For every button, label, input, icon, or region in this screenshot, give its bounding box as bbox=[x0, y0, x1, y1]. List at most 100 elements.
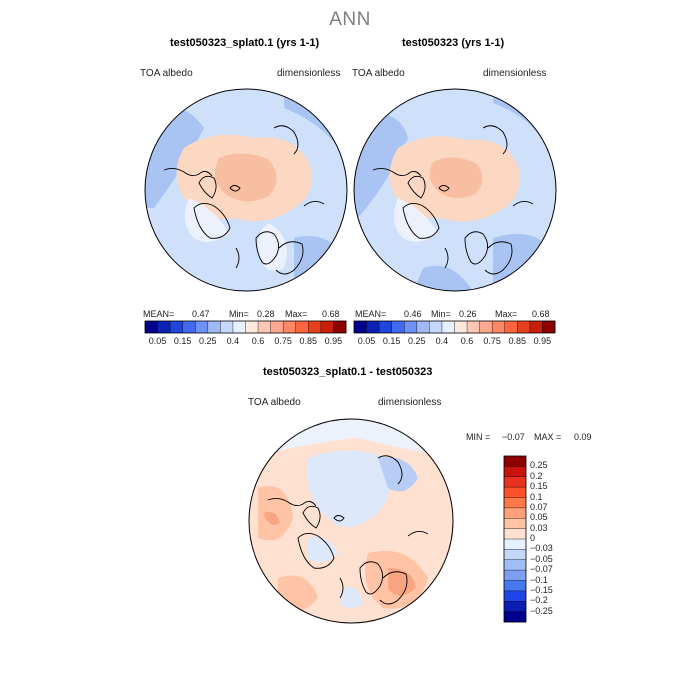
panel-2-title: test050323 (yrs 1-1) bbox=[402, 37, 505, 49]
panel-1-max-label: Max= bbox=[285, 309, 308, 319]
panel-2-units-label: dimensionless bbox=[483, 68, 547, 79]
polar-map-1 bbox=[144, 88, 348, 292]
colorbar-swatch bbox=[220, 321, 234, 333]
colorbar-tick-label: 0.75 bbox=[274, 336, 292, 346]
colorbar-tick-label: −0.07 bbox=[530, 564, 553, 575]
colorbar-swatch bbox=[504, 549, 526, 561]
colorbar-tick-label: 0.85 bbox=[508, 336, 527, 346]
colorbar-swatch bbox=[504, 580, 526, 592]
panel-1-max-value: 0.68 bbox=[322, 309, 340, 319]
colorbar-swatch bbox=[504, 518, 526, 529]
colorbar-swatch bbox=[170, 321, 183, 333]
colorbar-swatch bbox=[157, 321, 171, 333]
panel-2-max-value: 0.68 bbox=[532, 309, 550, 319]
colorbar-swatch bbox=[504, 570, 526, 581]
colorbar-swatch bbox=[479, 321, 493, 333]
colorbar-swatch bbox=[454, 321, 468, 333]
colorbar-tick-label: 0.25 bbox=[408, 336, 426, 346]
colorbar-tick-label: −0.25 bbox=[530, 605, 553, 616]
diff-panel-units-label: dimensionless bbox=[378, 397, 442, 408]
panel-1-variable-label: TOA albedo bbox=[140, 68, 193, 79]
colorbar-tick-label: −0.05 bbox=[530, 553, 553, 564]
colorbar-swatch bbox=[504, 539, 526, 550]
colorbar-swatch bbox=[504, 611, 526, 623]
colorbar-swatch bbox=[270, 321, 284, 333]
diff-max-value: 0.09 bbox=[574, 432, 592, 442]
colorbar-swatch bbox=[416, 321, 430, 333]
colorbar-tick-label: 0.05 bbox=[530, 512, 548, 523]
panel-2-min-value: 0.26 bbox=[459, 309, 477, 319]
colorbar-swatch bbox=[283, 321, 297, 333]
colorbar-1 bbox=[144, 320, 347, 334]
colorbar-swatch bbox=[517, 321, 531, 333]
colorbar-swatch bbox=[333, 321, 347, 333]
colorbar-tick-label: 0.6 bbox=[251, 336, 265, 346]
colorbar-tick-label: 0.95 bbox=[324, 336, 343, 346]
panel-2-mean-value: 0.46 bbox=[404, 309, 422, 319]
colorbar-swatch bbox=[391, 321, 405, 333]
colorbar-tick-label: 0.4 bbox=[435, 336, 449, 346]
diff-min-label: MIN = bbox=[466, 432, 491, 442]
colorbar-swatch bbox=[182, 321, 196, 333]
colorbar-swatch bbox=[379, 321, 392, 333]
colorbar-tick-label: 0.95 bbox=[533, 336, 552, 346]
colorbar-swatch bbox=[504, 528, 526, 540]
colorbar-swatch bbox=[258, 321, 271, 333]
panel-2-max-label: Max= bbox=[495, 309, 518, 319]
colorbar-2-ticks: 0.05 0.15 0.25 0.4 0.6 0.75 0.85 0.95 bbox=[354, 336, 555, 348]
colorbar-tick-label: 0.15 bbox=[173, 336, 192, 346]
colorbar-swatch bbox=[529, 321, 543, 333]
polar-map-2 bbox=[353, 88, 557, 292]
colorbar-tick-label: −0.2 bbox=[530, 595, 548, 606]
colorbar-border bbox=[503, 455, 527, 623]
panel-2-min-label: Min= bbox=[431, 309, 451, 319]
panel-1-min-value: 0.28 bbox=[257, 309, 275, 319]
diff-max-label: MAX = bbox=[534, 432, 562, 442]
colorbar-diff bbox=[503, 455, 527, 623]
colorbar-swatch bbox=[542, 321, 556, 333]
colorbar-tick-label: 0.03 bbox=[530, 522, 548, 533]
colorbar-tick-label: 0.6 bbox=[460, 336, 474, 346]
colorbar-tick-label: 0.07 bbox=[530, 501, 548, 512]
colorbar-swatch bbox=[429, 321, 443, 333]
colorbar-tick-label: 0.15 bbox=[382, 336, 401, 346]
colorbar-swatch bbox=[504, 456, 526, 467]
colorbar-tick-label: −0.1 bbox=[530, 574, 548, 585]
colorbar-swatch bbox=[320, 321, 334, 333]
colorbar-swatch bbox=[504, 497, 526, 509]
colorbar-swatch bbox=[195, 321, 209, 333]
colorbar-swatch bbox=[504, 590, 526, 602]
colorbar-swatch bbox=[232, 321, 246, 333]
colorbar-tick-label: 0.1 bbox=[530, 491, 543, 502]
colorbar-tick-label: 0.05 bbox=[148, 336, 167, 346]
main-title: ANN bbox=[329, 9, 371, 30]
colorbar-swatch bbox=[245, 321, 259, 333]
colorbar-tick-label: 0.05 bbox=[357, 336, 376, 346]
panel-1-mean-label: MEAN= bbox=[143, 309, 175, 319]
colorbar-swatch bbox=[504, 476, 526, 488]
colorbar-tick-label: 0 bbox=[530, 533, 536, 543]
colorbar-swatch bbox=[366, 321, 380, 333]
colorbar-tick-label: −0.03 bbox=[530, 543, 553, 554]
colorbar-swatch bbox=[354, 321, 367, 333]
colorbar-diff-ticks: 0.25 0.2 0.15 0.1 0.07 0.05 0.03 0 −0.03 −0.05 −0.… bbox=[530, 456, 580, 622]
colorbar-swatch bbox=[404, 321, 418, 333]
colorbar-swatch bbox=[504, 466, 526, 478]
panel-2-mean-label: MEAN= bbox=[355, 309, 387, 319]
panel-1-mean-value: 0.47 bbox=[192, 309, 210, 319]
colorbar-tick-label: 0.2 bbox=[530, 470, 543, 481]
panel-1-units-label: dimensionless bbox=[277, 68, 341, 79]
colorbar-swatch bbox=[504, 507, 526, 519]
diff-panel-variable-label: TOA albedo bbox=[248, 397, 301, 408]
colorbar-tick-label: −0.15 bbox=[530, 584, 553, 595]
colorbar-swatch bbox=[145, 321, 158, 333]
colorbar-swatch bbox=[504, 559, 526, 571]
colorbar-tick-label: 0.15 bbox=[530, 481, 548, 492]
colorbar-swatch bbox=[492, 321, 506, 333]
colorbar-swatch bbox=[504, 321, 518, 333]
colorbar-swatch bbox=[295, 321, 309, 333]
colorbar-swatch bbox=[308, 321, 322, 333]
colorbar-swatch bbox=[441, 321, 455, 333]
colorbar-swatch bbox=[504, 487, 526, 498]
colorbar-swatch bbox=[504, 601, 526, 612]
